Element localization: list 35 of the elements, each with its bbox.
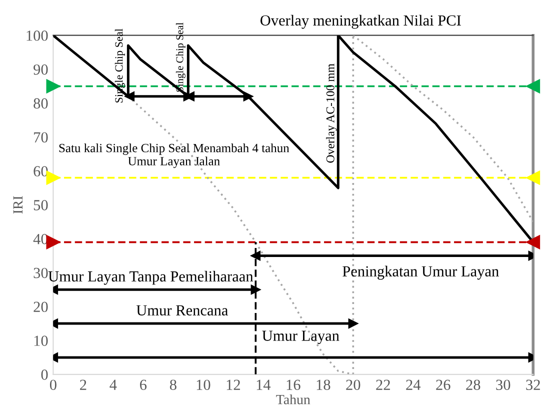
x-tick-label: 18 (316, 380, 330, 390)
x-tick-label: 0 (50, 380, 56, 390)
x-tick-label: 30 (496, 380, 510, 390)
annotation: Peningkatan Umur Layan (342, 266, 499, 280)
x-tick-label: 2 (80, 380, 86, 390)
y-tick-label: 70 (34, 132, 48, 143)
x-tick-label: 26 (436, 380, 450, 390)
y-tick-label: 30 (34, 268, 48, 278)
x-tick-label: 8 (170, 380, 176, 390)
annotation: Umur Rencana (136, 305, 228, 316)
y-tick-label: 80 (34, 98, 48, 109)
x-tick-label: 22 (376, 380, 390, 390)
y-tick-label: 20 (34, 302, 48, 312)
x-tick-label: 4 (110, 380, 117, 390)
annotation: Umur Layan Tanpa Pemeliharaan (48, 270, 254, 285)
y-tick-label: 100 (26, 30, 48, 41)
x-tick-label: 10 (196, 380, 210, 390)
x-tick-label: 28 (466, 380, 480, 390)
y-axis-title: IRI (13, 196, 22, 214)
y-tick-label: 0 (41, 370, 48, 380)
x-tick-label: 24 (406, 380, 421, 390)
annotation: Satu kali Single Chip Seal Menambah 4 tahun Umur Layan Jalan (59, 143, 290, 168)
x-tick-label: 12 (226, 380, 240, 390)
x-tick-label: 16 (286, 380, 300, 390)
y-tick-label: 50 (34, 200, 48, 210)
annotation: Umur Layan (262, 330, 340, 344)
x-axis-title: Tahun (276, 394, 310, 404)
annotation: Overlay AC-100 mm (326, 64, 337, 163)
text: Overlay meningkatkan Nilai PCI (260, 14, 461, 29)
x-tick-label: 32 (526, 380, 540, 390)
x-tick-label: 20 (346, 380, 360, 390)
x-tick-label: 14 (256, 380, 271, 390)
y-tick-label: 10 (34, 336, 48, 346)
x-tick-label: 6 (140, 380, 147, 390)
y-tick-label: 90 (34, 64, 48, 75)
